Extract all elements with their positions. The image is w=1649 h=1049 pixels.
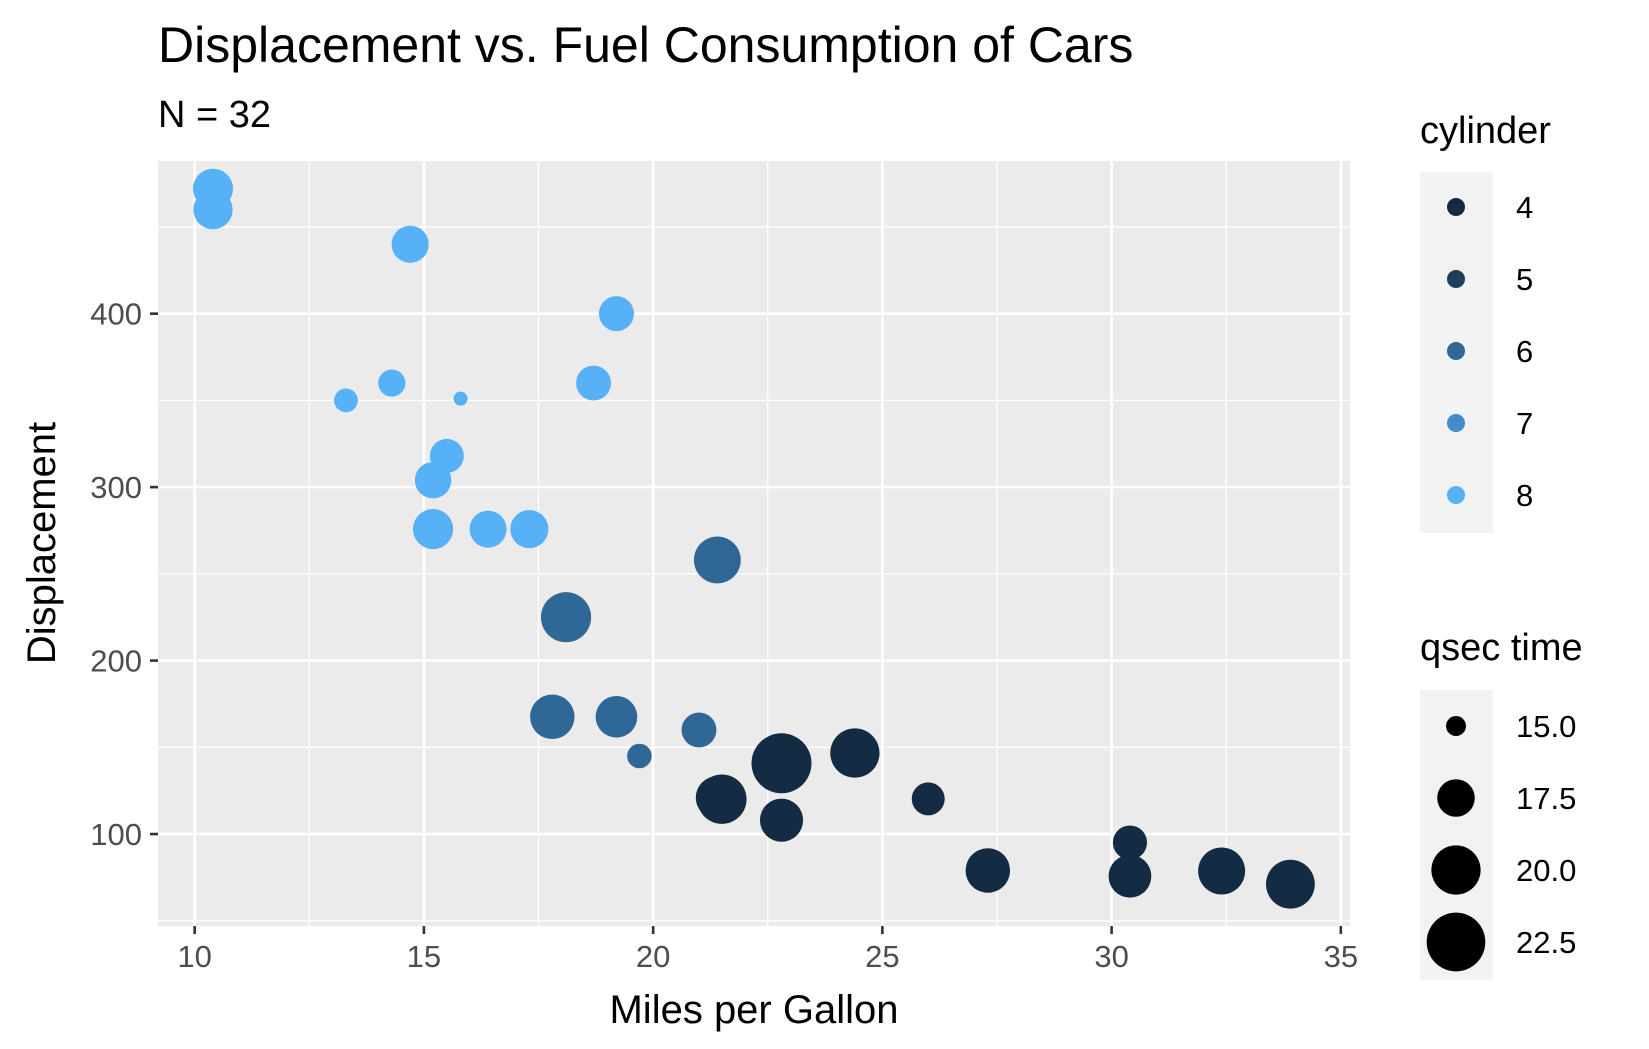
qsec-legend-key	[1437, 779, 1475, 817]
data-points	[192, 168, 1315, 909]
qsec-legend-key	[1431, 845, 1481, 895]
qsec-legend-label: 22.5	[1516, 925, 1576, 960]
x-axis: 10 15 20 25 30 35	[177, 926, 1358, 974]
cylinder-legend: cylinder 4 5 6 7 8	[1420, 110, 1551, 533]
qsec-legend-title: qsec time	[1420, 627, 1583, 669]
data-point	[391, 225, 429, 263]
data-point	[576, 365, 611, 401]
major-gridlines	[158, 161, 1350, 926]
data-point	[1112, 825, 1148, 860]
data-point	[681, 712, 717, 748]
y-axis: 100 200 300 400	[90, 297, 158, 852]
data-point	[759, 798, 804, 842]
data-point	[334, 388, 358, 413]
cylinder-legend-key	[1447, 414, 1465, 432]
qsec-legend: qsec time 15.0 17.5 20.0 22.5	[1420, 627, 1583, 980]
data-point	[598, 296, 634, 332]
cylinder-legend-label: 8	[1516, 478, 1533, 513]
cylinder-legend-key	[1447, 486, 1465, 504]
chart-subtitle: N = 32	[158, 94, 271, 136]
data-point	[378, 369, 406, 397]
x-tick-label: 20	[636, 939, 670, 974]
y-tick-label: 300	[90, 470, 142, 505]
cylinder-legend-key	[1447, 342, 1465, 360]
cylinder-legend-key	[1447, 270, 1465, 288]
x-tick-label: 35	[1324, 939, 1358, 974]
data-point	[1108, 854, 1152, 898]
data-point	[751, 733, 812, 794]
data-point	[693, 536, 741, 584]
cylinder-legend-label: 6	[1516, 334, 1533, 369]
x-axis-title: Miles per Gallon	[609, 988, 898, 1032]
y-tick-label: 200	[90, 644, 142, 679]
x-tick-label: 10	[177, 939, 211, 974]
plot-panel	[158, 161, 1350, 926]
data-point	[695, 776, 739, 820]
data-point	[510, 510, 549, 549]
data-point	[1265, 859, 1315, 909]
cylinder-legend-label: 7	[1516, 406, 1533, 441]
cylinder-legend-title: cylinder	[1420, 110, 1551, 152]
y-axis-title: Displacement	[20, 422, 64, 664]
qsec-legend-label: 20.0	[1516, 853, 1576, 888]
cylinder-legend-label: 5	[1516, 262, 1533, 297]
data-point	[453, 391, 468, 406]
y-tick-label: 400	[90, 297, 142, 332]
data-point	[627, 743, 652, 769]
qsec-legend-label: 17.5	[1516, 781, 1576, 816]
cylinder-legend-label: 4	[1516, 190, 1533, 225]
data-point	[530, 694, 575, 740]
y-tick-label: 100	[90, 817, 142, 852]
data-point	[830, 728, 880, 778]
cylinder-legend-key	[1447, 198, 1465, 216]
data-point	[595, 695, 638, 738]
data-point	[1198, 847, 1246, 895]
data-point	[416, 477, 432, 494]
data-point	[193, 189, 233, 230]
qsec-legend-label: 15.0	[1516, 709, 1576, 744]
data-point	[469, 510, 507, 548]
x-tick-label: 30	[1094, 939, 1128, 974]
data-point	[911, 782, 945, 816]
x-tick-label: 25	[865, 939, 899, 974]
qsec-legend-key	[1426, 912, 1486, 972]
data-point	[540, 592, 592, 643]
data-point	[412, 509, 454, 550]
data-point	[965, 848, 1011, 893]
minor-gridlines	[158, 161, 1350, 926]
qsec-legend-key	[1446, 716, 1466, 736]
x-tick-label: 15	[407, 939, 441, 974]
chart-title: Displacement vs. Fuel Consumption of Car…	[158, 17, 1133, 73]
